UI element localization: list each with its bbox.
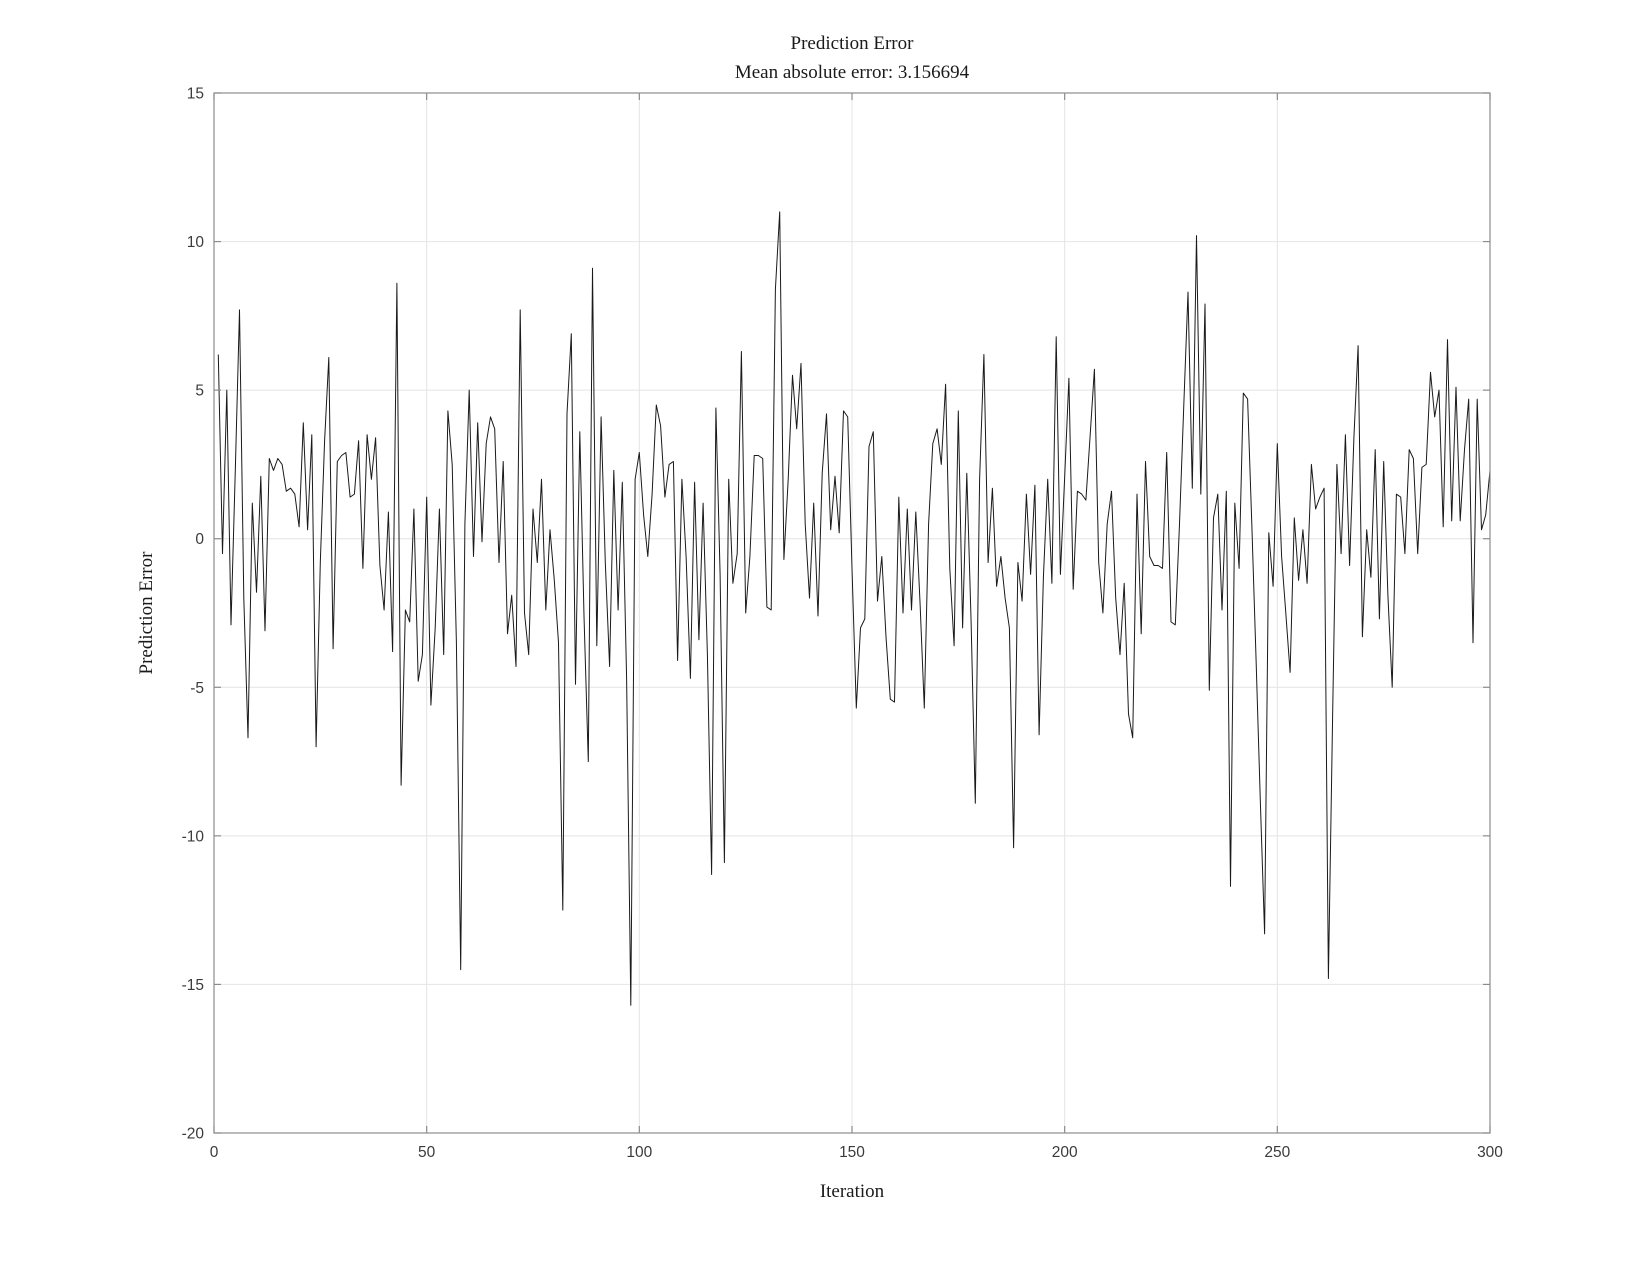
chart-title: Prediction Error bbox=[791, 33, 915, 54]
y-tick-label: 10 bbox=[187, 234, 205, 251]
x-tick-label: 100 bbox=[626, 1144, 652, 1161]
x-tick-label: 250 bbox=[1264, 1144, 1290, 1161]
prediction-error-line bbox=[217, 211, 1491, 1006]
axis-box-layer bbox=[213, 92, 1491, 1134]
grid-lines bbox=[214, 93, 1490, 1133]
chart-subtitle: Mean absolute error: 3.156694 bbox=[735, 62, 970, 83]
x-tick-label: 300 bbox=[1477, 1144, 1503, 1161]
y-tick-label: -5 bbox=[190, 680, 204, 697]
y-axis-label: Prediction Error bbox=[136, 551, 157, 675]
y-tick-label: -10 bbox=[182, 828, 205, 845]
x-axis-label: Iteration bbox=[820, 1181, 885, 1202]
y-tick-label: 0 bbox=[195, 531, 204, 548]
tick-label-layer: 0 50 100 150 200 250 300 -20 -15 -10 -5 0 5 10 15 bbox=[182, 86, 1504, 1162]
y-tick-label: 5 bbox=[195, 383, 204, 400]
y-tick-label: -20 bbox=[182, 1126, 205, 1143]
x-tick-label: 0 bbox=[210, 1144, 219, 1161]
y-tick-label: -15 bbox=[182, 977, 204, 994]
data-line-layer bbox=[217, 211, 1491, 1006]
y-tick-label: 15 bbox=[187, 86, 204, 103]
x-tick-label: 50 bbox=[418, 1144, 436, 1161]
x-tick-label: 200 bbox=[1052, 1144, 1078, 1161]
x-tick-label: 150 bbox=[839, 1144, 865, 1161]
